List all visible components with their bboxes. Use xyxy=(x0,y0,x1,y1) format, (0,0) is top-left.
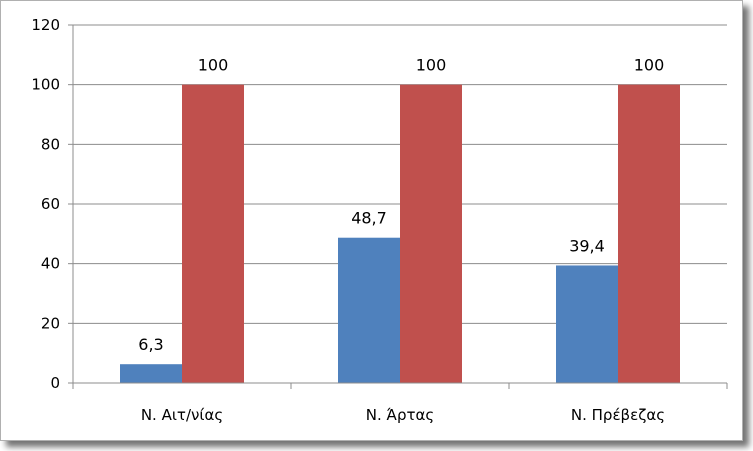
data-label: 48,7 xyxy=(351,209,387,228)
data-labels: 6,3 100 48,7 100 39,4 100 xyxy=(138,56,664,355)
y-tick-label: 60 xyxy=(41,195,60,213)
bar xyxy=(182,84,244,384)
y-tick-label: 100 xyxy=(31,76,60,94)
bars xyxy=(120,84,680,384)
bar xyxy=(618,84,680,384)
x-tick-label: Ν. Άρτας xyxy=(366,406,434,424)
bar xyxy=(556,265,618,383)
x-tick-label: Ν. Αιτ/νίας xyxy=(141,406,223,424)
y-tick-label: 80 xyxy=(41,135,60,153)
data-label: 100 xyxy=(416,56,447,75)
x-axis-ticks: Ν. Αιτ/νίας Ν. Άρτας Ν. Πρέβεζας xyxy=(141,406,665,424)
bar xyxy=(120,364,182,383)
axes xyxy=(68,24,728,389)
data-label: 6,3 xyxy=(138,335,163,354)
y-tick-label: 20 xyxy=(41,314,60,332)
data-label: 100 xyxy=(634,56,665,75)
y-tick-label: 40 xyxy=(41,255,60,273)
y-axis-ticks: 0 20 40 60 80 100 120 xyxy=(31,16,60,392)
y-tick-label: 0 xyxy=(50,374,60,392)
bar xyxy=(338,237,400,383)
bar xyxy=(400,84,462,384)
data-label: 100 xyxy=(198,56,229,75)
data-label: 39,4 xyxy=(569,236,605,255)
x-tick-label: Ν. Πρέβεζας xyxy=(571,406,665,424)
y-tick-label: 120 xyxy=(31,16,60,34)
